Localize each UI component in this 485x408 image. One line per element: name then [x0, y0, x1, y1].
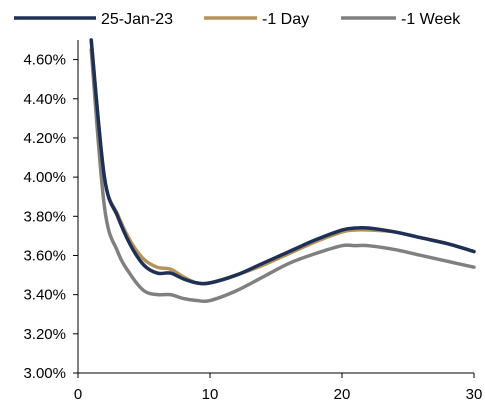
chart-series [89, 38, 476, 304]
y-tick-label: 3.20% [23, 326, 66, 343]
legend-label-1: -1 Day [262, 11, 309, 28]
y-tick-label: 3.80% [23, 208, 66, 225]
legend-label-0: 25-Jan-23 [101, 11, 173, 28]
y-tick-label: 4.60% [23, 52, 66, 69]
chart-axes: 3.00% 3.20% 3.40% 3.60% 3.80% 4.00% 4.20% 4.40%… [23, 40, 482, 403]
x-tick-label: 30 [466, 386, 483, 403]
series-line-1 [89, 38, 476, 286]
y-tick-label: 3.60% [23, 247, 66, 264]
legend: 25-Jan-23 -1 Day -1 Week [14, 11, 461, 28]
x-tick-label: 0 [74, 386, 82, 403]
legend-label-2: -1 Week [401, 11, 461, 28]
series-line-0 [89, 38, 476, 286]
y-tick-label: 4.00% [23, 169, 66, 186]
x-tick-label: 10 [202, 386, 219, 403]
y-tick-label: 3.00% [23, 365, 66, 382]
y-tick-label: 4.20% [23, 130, 66, 147]
series-line-2 [89, 48, 476, 304]
y-tick-label: 4.40% [23, 91, 66, 108]
x-tick-label: 20 [334, 386, 351, 403]
y-tick-label: 3.40% [23, 287, 66, 304]
